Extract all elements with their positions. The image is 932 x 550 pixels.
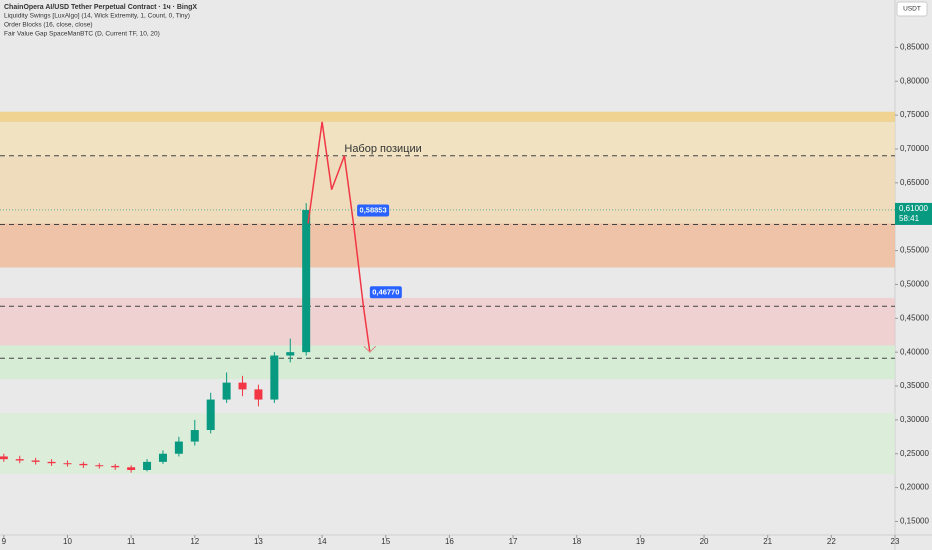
indicator-label: Liquidity Swings [LuxAlgo] (14, Wick Ext… bbox=[4, 13, 190, 20]
plot: Набор позиции 0,58853 0,46770 bbox=[0, 111, 895, 475]
price-tag-label: 0,46770 bbox=[372, 287, 399, 296]
candle-body bbox=[15, 459, 24, 461]
x-tick-label: 21 bbox=[763, 537, 772, 546]
candle-body bbox=[63, 463, 72, 465]
price-tag bbox=[369, 286, 402, 299]
y-tick-label: 0,45000 bbox=[900, 313, 929, 322]
y-tick-label: 0,65000 bbox=[900, 178, 929, 187]
candle-body bbox=[95, 465, 104, 467]
countdown-label: 58:41 bbox=[899, 214, 920, 223]
y-tick-label: 0,55000 bbox=[900, 246, 929, 255]
zone bbox=[0, 121, 895, 156]
candle-body bbox=[111, 465, 120, 468]
x-tick-label: 13 bbox=[254, 537, 263, 546]
x-tick-label: 11 bbox=[127, 537, 136, 546]
x-tick-label: 22 bbox=[827, 537, 836, 546]
candle-body bbox=[302, 209, 311, 353]
y-tick-label: 0,50000 bbox=[900, 280, 929, 289]
candle-body bbox=[270, 355, 279, 400]
x-tick-label: 18 bbox=[572, 537, 581, 546]
candle-body bbox=[286, 352, 295, 356]
x-tick-label: 23 bbox=[891, 537, 900, 546]
x-tick-label: 9 bbox=[2, 537, 7, 546]
indicator-label: Fair Value Gap SpaceManBTC (D, Current T… bbox=[4, 31, 160, 38]
zone bbox=[0, 413, 895, 475]
x-tick-label: 17 bbox=[509, 537, 518, 546]
candle-body bbox=[79, 463, 88, 466]
currency-label[interactable]: USDT bbox=[903, 6, 921, 13]
candle-body bbox=[254, 389, 263, 400]
y-tick-label: 0,25000 bbox=[900, 449, 929, 458]
last-price-label: 0,61000 bbox=[899, 204, 928, 213]
x-tick-label: 20 bbox=[700, 537, 709, 546]
projection-line bbox=[307, 121, 371, 353]
x-tick-label: 15 bbox=[381, 537, 390, 546]
annotation: Набор позиции bbox=[344, 143, 421, 155]
candle-body bbox=[127, 467, 136, 470]
y-tick-label: 0,80000 bbox=[900, 76, 929, 85]
y-tick-label: 0,85000 bbox=[900, 43, 929, 52]
candle-body bbox=[31, 460, 40, 462]
last-price-box bbox=[895, 202, 932, 225]
x-tick-label: 16 bbox=[445, 537, 454, 546]
x-tick-label: 19 bbox=[636, 537, 645, 546]
y-tick-label: 0,35000 bbox=[900, 381, 929, 390]
y-tick-label: 0,70000 bbox=[900, 144, 929, 153]
x-tick-label: 12 bbox=[190, 537, 199, 546]
y-tick-label: 0,75000 bbox=[900, 110, 929, 119]
chart-title: ChainOpera AI/USD Tether Perpetual Contr… bbox=[4, 4, 197, 11]
y-tick-label: 0,15000 bbox=[900, 517, 929, 526]
zone bbox=[0, 297, 895, 346]
zone bbox=[0, 111, 895, 122]
candle-body bbox=[238, 382, 247, 390]
y-tick-label: 0,30000 bbox=[900, 415, 929, 424]
candle-body bbox=[143, 461, 152, 470]
zone bbox=[0, 345, 895, 380]
x-tick-label: 14 bbox=[318, 537, 327, 546]
candle-body bbox=[158, 453, 167, 462]
zone bbox=[0, 223, 895, 268]
candle-body bbox=[190, 430, 199, 442]
indicator-label: Order Blocks (16, close, close) bbox=[4, 22, 93, 29]
candle-body bbox=[0, 456, 8, 460]
candle-body bbox=[47, 461, 56, 464]
price-tag-label: 0,58853 bbox=[360, 205, 387, 214]
candle-body bbox=[206, 399, 215, 431]
y-tick-label: 0,40000 bbox=[900, 347, 929, 356]
candle-body bbox=[222, 382, 231, 400]
currency-box[interactable] bbox=[896, 1, 928, 17]
price-tag bbox=[357, 204, 390, 217]
x-tick-label: 10 bbox=[63, 537, 72, 546]
candle-body bbox=[174, 441, 183, 454]
arrow-head bbox=[363, 345, 377, 353]
y-tick-label: 0,20000 bbox=[900, 483, 929, 492]
